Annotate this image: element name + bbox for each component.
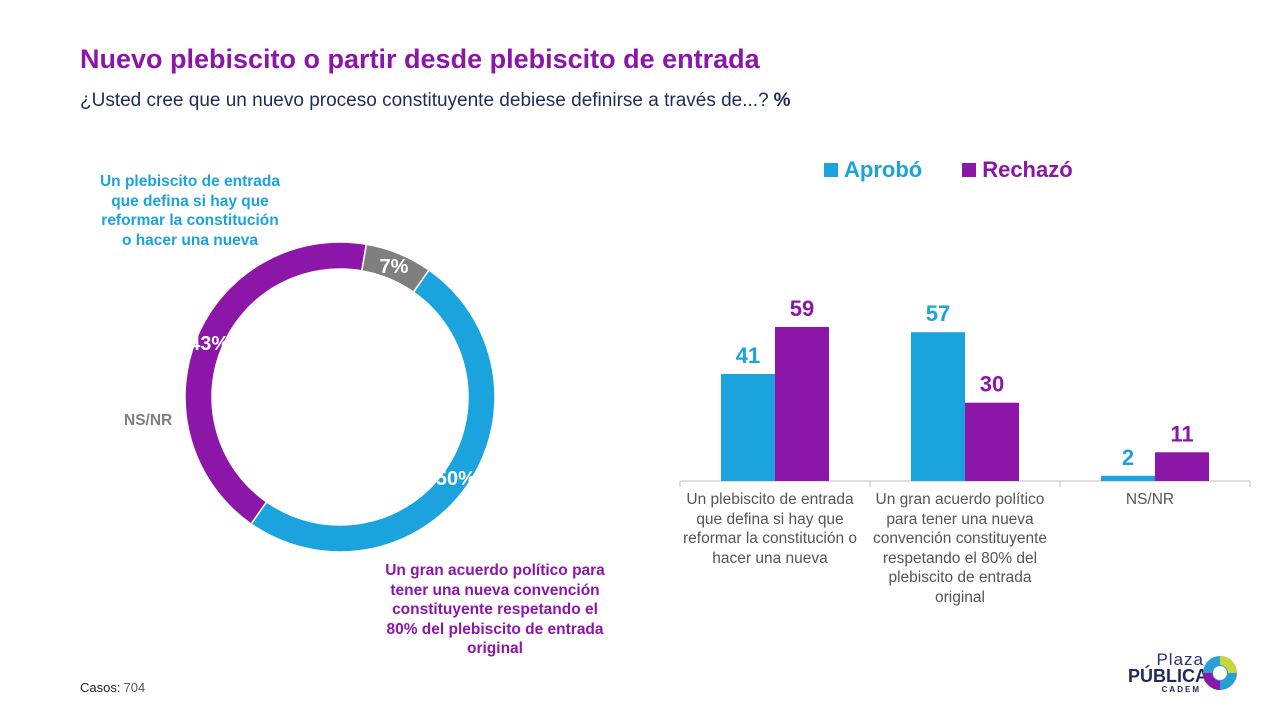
donut-value-label: 7% <box>379 256 408 278</box>
page-subtitle: ¿Usted cree que un nuevo proceso constit… <box>80 90 791 112</box>
donut-chart: 50% 43% 7% <box>184 241 496 553</box>
donut-label-entrada: Un plebiscito de entrada que defina si h… <box>99 173 280 249</box>
legend-swatch-aprobo <box>824 163 838 177</box>
bar-value-label: 57 <box>926 301 950 326</box>
logo-plaza-text: Plaza <box>1156 650 1204 669</box>
legend-label-rechazo: Rechazó <box>982 157 1073 182</box>
legend-item-rechazo: Rechazó <box>962 157 1073 183</box>
category-label-nsnr: NS/NR <box>1125 491 1175 508</box>
bar-aprobo-3 <box>1101 475 1155 481</box>
casos-label: Casos <box>80 680 117 695</box>
bar-value-label: 41 <box>736 343 760 368</box>
plaza-publica-logo: Plaza PÚBLICA CADEM <box>1124 650 1254 695</box>
bar-value-label: 11 <box>1170 421 1193 446</box>
legend-label-aprobo: Aprobó <box>844 157 923 182</box>
donut-value-label: 50% <box>436 468 476 490</box>
footer-casos: Casos: 704 <box>80 680 146 695</box>
donut-label-nsnr: NS/NR <box>124 412 173 429</box>
bar-legend: Aprobó Rechazó <box>824 157 1073 183</box>
bar-rechazo-1 <box>775 327 829 481</box>
bar-aprobo-2 <box>911 332 965 481</box>
legend-item-aprobo: Aprobó <box>824 157 922 183</box>
donut-value-label: 43% <box>189 333 229 355</box>
bar-rechazo-3 <box>1155 452 1209 481</box>
donut-slice-ns-nr <box>360 243 430 294</box>
logo-publica-text: PÚBLICA <box>1128 666 1208 686</box>
bar-value-label: 59 <box>790 296 814 321</box>
subtitle-question: ¿Usted cree que un nuevo proceso constit… <box>80 90 769 111</box>
bar-value-label: 30 <box>980 372 1004 397</box>
logo-mark-icon <box>1203 656 1237 690</box>
bar-aprobo-1 <box>721 373 775 481</box>
unit-label: % <box>773 90 791 111</box>
category-label-entrada: Un plebiscito de entrada que defina si h… <box>682 491 858 567</box>
logo-cadem-text: CADEM <box>1161 685 1201 694</box>
category-label-acuerdo: Un gran acuerdo político para tener una … <box>872 491 1048 606</box>
donut-label-acuerdo: Un gran acuerdo político para tener una … <box>385 562 605 657</box>
page-title: Nuevo plebiscito o partir desde plebisci… <box>80 44 760 74</box>
legend-swatch-rechazo <box>962 163 977 177</box>
casos-value: 704 <box>123 680 146 695</box>
bar-rechazo-2 <box>965 402 1019 481</box>
bar-value-label: 2 <box>1122 445 1134 470</box>
